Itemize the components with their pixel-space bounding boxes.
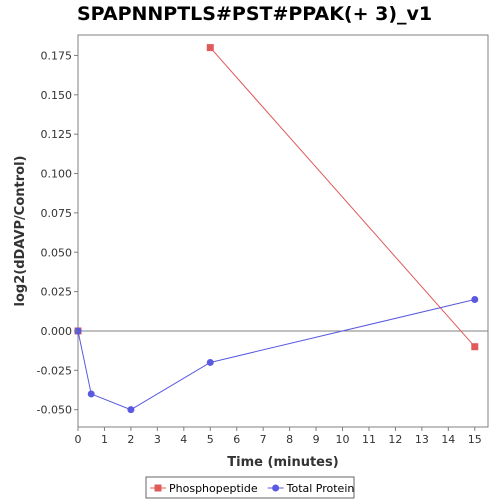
total-protein-line-segment — [77, 330, 92, 395]
total-protein-point — [87, 390, 95, 398]
chart-title: SPAPNNPTLS#PST#PPAK(+ 3)_v1 — [77, 3, 433, 25]
y-tick-label: 0.175 — [41, 49, 73, 62]
x-tick-label: 10 — [336, 433, 350, 446]
x-tick-label: 0 — [75, 433, 82, 446]
y-tick-label: 0.025 — [41, 286, 73, 299]
y-tick-label: -0.025 — [37, 364, 72, 377]
x-tick-label: 4 — [180, 433, 187, 446]
total-protein-line-segment — [130, 362, 211, 411]
phosphopeptide-line-segment — [209, 47, 476, 348]
x-tick-label: 9 — [313, 433, 320, 446]
x-tick-label: 8 — [286, 433, 293, 446]
x-tick-label: 11 — [362, 433, 376, 446]
legend-box — [145, 476, 355, 499]
x-tick-label: 1 — [101, 433, 108, 446]
x-tick-label: 6 — [233, 433, 240, 446]
total-protein-line-segment — [91, 393, 132, 411]
legend-total-protein-label: Total Protein — [286, 482, 355, 495]
legend-total-protein-marker — [272, 484, 280, 492]
legend: Phosphopeptide Total Protein — [145, 476, 355, 499]
x-tick-label: 3 — [154, 433, 161, 446]
x-tick-label: 12 — [388, 433, 402, 446]
total-protein-point — [127, 406, 135, 414]
plot-area — [77, 34, 489, 428]
x-axis-label: Time (minutes) — [227, 455, 338, 470]
x-tick-label: 7 — [260, 433, 267, 446]
y-tick-label: 0.125 — [41, 128, 73, 141]
phosphopeptide-point — [471, 343, 479, 351]
y-tick-label: -0.050 — [37, 404, 72, 417]
x-tick-label: 15 — [468, 433, 482, 446]
phosphopeptide-point — [206, 44, 214, 52]
x-tick-label: 5 — [207, 433, 214, 446]
legend-phosphopeptide-label: Phosphopeptide — [169, 482, 258, 495]
total-protein-line-segment — [210, 298, 475, 363]
x-tick-label: 13 — [415, 433, 429, 446]
x-tick-label: 14 — [441, 433, 455, 446]
y-axis-label: log2(dDAVP/Control) — [13, 156, 28, 307]
y-tick-label: 0.150 — [41, 89, 73, 102]
total-protein-point — [471, 295, 479, 303]
y-tick-label: 0.050 — [41, 246, 73, 259]
y-tick-label: 0.100 — [41, 168, 73, 181]
y-tick-label: 0.000 — [41, 325, 73, 338]
x-tick-label: 2 — [127, 433, 134, 446]
y-tick-label: 0.075 — [41, 207, 73, 220]
total-protein-point — [206, 358, 214, 366]
legend-phosphopeptide-marker — [154, 484, 162, 492]
